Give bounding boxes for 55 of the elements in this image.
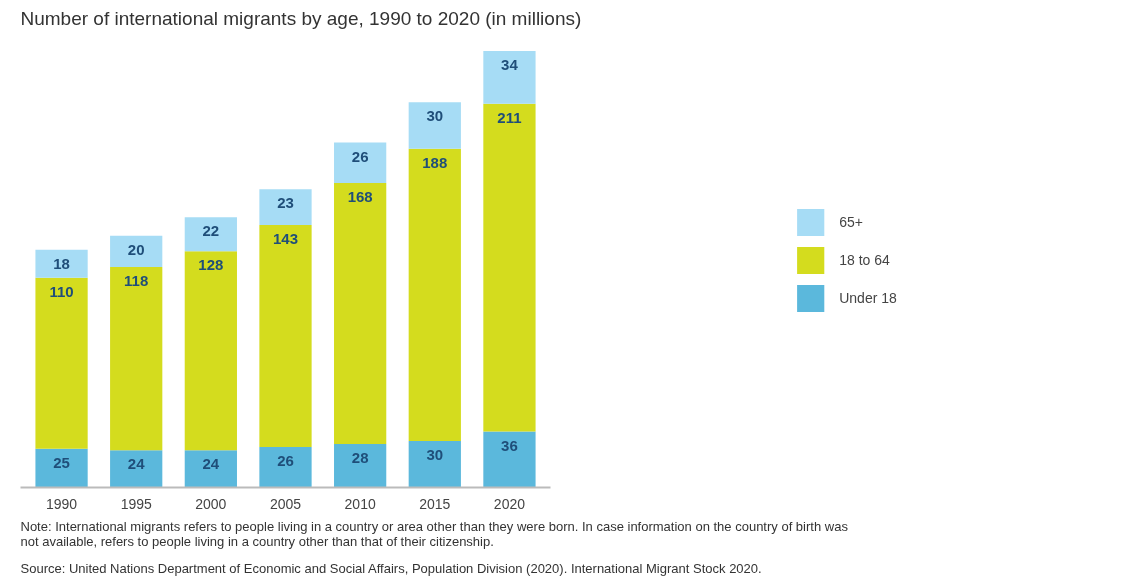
bar (483, 50, 536, 104)
legend-label: 18 to 64 (839, 252, 890, 268)
data-label: 168 (347, 188, 373, 206)
data-label: 128 (198, 256, 224, 274)
x-tick-label: 2020 (493, 495, 526, 512)
x-tick-label: 2005 (269, 495, 302, 512)
bar (259, 189, 312, 225)
data-label: 211 (497, 108, 522, 126)
bar (334, 183, 387, 444)
bar (483, 103, 536, 432)
data-label: 30 (426, 445, 444, 463)
text: Note: International migrants refers to people living in a country or area other than they were born. In case information on the country of birth was not available, refers to people living in a country other than that of their citizenship. (20, 518, 849, 549)
data-label: 24 (202, 455, 220, 473)
bar (184, 450, 237, 488)
data-label: 30 (426, 107, 444, 125)
data-label: 188 (422, 153, 448, 171)
data-label: 26 (277, 452, 294, 470)
data-label: 20 (127, 240, 145, 258)
data-label: 36 (501, 436, 518, 454)
bar (483, 431, 536, 488)
bar (334, 142, 387, 184)
data-label: 23 (277, 194, 294, 212)
bar (259, 224, 312, 448)
data-label: 25 (53, 453, 70, 471)
source-note: Source: United Nations Department of Economic and Social Affairs, Population Division (2020). International Migrant Stock 2020. (20, 560, 762, 576)
data-label: 34 (501, 55, 519, 73)
data-label: 28 (351, 449, 369, 466)
data-label: 118 (124, 271, 149, 289)
bar (408, 440, 461, 488)
data-label: 22 (202, 222, 220, 240)
data-label: 26 (351, 147, 369, 165)
x-tick-label: 2000 (195, 495, 227, 512)
bar (110, 266, 163, 451)
x-tick-label: 2015 (419, 495, 451, 512)
data-label: 18 (53, 254, 70, 272)
data-label: 110 (49, 282, 74, 300)
bar (408, 148, 461, 441)
bar (35, 249, 88, 278)
x-tick-label: 1995 (120, 495, 152, 512)
bar (110, 450, 163, 488)
x-tick-label: 2010 (344, 495, 376, 512)
bar (408, 102, 461, 149)
x-tick-label: 1990 (45, 495, 78, 512)
bar (259, 447, 312, 488)
bar (184, 251, 237, 451)
legend-label: 65+ (839, 214, 863, 230)
bar (334, 444, 387, 488)
bar (35, 277, 88, 449)
bar (110, 235, 163, 267)
data-label: 143 (272, 229, 299, 247)
bar (35, 448, 88, 488)
legend-label: Under 18 (839, 290, 897, 306)
bar (184, 217, 237, 252)
chart-title: Number of international migrants by age, 1990 to 2020 (in millions) (20, 7, 582, 29)
data-label: 24 (127, 455, 146, 473)
